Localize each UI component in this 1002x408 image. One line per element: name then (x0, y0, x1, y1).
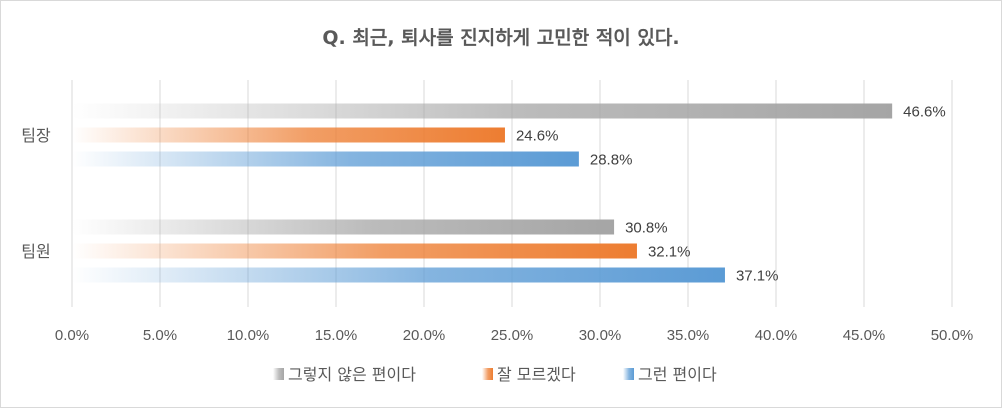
x-tick-label: 40.0% (755, 327, 798, 344)
data-labels: 46.6% 24.6% 28.8% 30.8% 32.1% 37.1% (516, 104, 946, 285)
data-label: 32.1% (648, 244, 691, 261)
legend-swatch (482, 368, 493, 380)
bar (72, 127, 505, 143)
legend: 그렇지 않은 편이다 잘 모르겠다 그런 편이다 (273, 365, 717, 384)
bar (72, 103, 893, 119)
bar (72, 267, 725, 283)
bar (72, 219, 615, 235)
data-label: 30.8% (625, 220, 668, 237)
chart-title: Q. 최근, 퇴사를 진지하게 고민한 적이 있다. (322, 27, 679, 49)
category-label: 팀원 (21, 242, 50, 261)
legend-label: 그렇지 않은 편이다 (288, 365, 416, 384)
legend-swatch (273, 368, 284, 380)
data-label: 28.8% (590, 152, 633, 169)
x-tick-label: 35.0% (667, 327, 710, 344)
x-tick-label: 45.0% (843, 327, 886, 344)
x-tick-label: 5.0% (143, 327, 177, 344)
data-label: 46.6% (903, 104, 946, 121)
legend-item: 그런 편이다 (623, 365, 717, 384)
data-label: 37.1% (736, 268, 779, 285)
bars (72, 103, 893, 283)
x-tick-label: 25.0% (491, 327, 534, 344)
x-tick-label: 15.0% (315, 327, 358, 344)
category-label: 팀장 (21, 126, 51, 145)
legend-swatch (623, 368, 634, 380)
x-tick-label: 50.0% (931, 327, 974, 344)
bar (72, 243, 637, 259)
legend-item: 그렇지 않은 편이다 (273, 365, 416, 384)
data-label: 24.6% (516, 128, 559, 145)
axes: 0.0% 5.0% 10.0% 15.0% 20.0% 25.0% 30.0% 35.0% 40… (21, 126, 973, 344)
legend-label: 그런 편이다 (638, 365, 717, 384)
x-tick-label: 30.0% (579, 327, 622, 344)
legend-label: 잘 모르겠다 (497, 365, 576, 384)
x-tick-label: 20.0% (403, 327, 446, 344)
x-tick-label: 10.0% (227, 327, 270, 344)
x-tick-label: 0.0% (55, 327, 89, 344)
bar (72, 151, 579, 167)
legend-item: 잘 모르겠다 (482, 365, 576, 384)
